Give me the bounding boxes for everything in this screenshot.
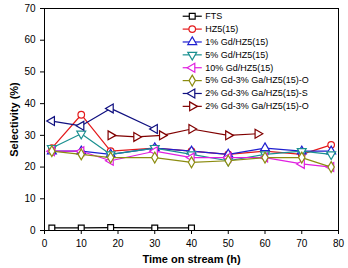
svg-text:50: 50 — [24, 66, 36, 77]
svg-text:30: 30 — [149, 238, 161, 249]
svg-text:70: 70 — [24, 3, 36, 14]
svg-text:0: 0 — [42, 238, 48, 249]
svg-text:60: 60 — [259, 238, 271, 249]
svg-text:FTS: FTS — [205, 11, 222, 21]
svg-text:5% Gd-3% Ga/HZ5(15)-O: 5% Gd-3% Ga/HZ5(15)-O — [205, 75, 309, 85]
svg-text:Time on stream (h): Time on stream (h) — [142, 253, 241, 265]
svg-text:40: 40 — [24, 98, 36, 109]
svg-text:20: 20 — [112, 238, 124, 249]
svg-text:70: 70 — [296, 238, 308, 249]
svg-text:60: 60 — [24, 34, 36, 45]
svg-text:Selectivity (%): Selectivity (%) — [8, 82, 20, 157]
svg-text:0: 0 — [30, 225, 36, 236]
svg-text:80: 80 — [333, 238, 345, 249]
svg-text:50: 50 — [223, 238, 235, 249]
svg-text:40: 40 — [186, 238, 198, 249]
svg-text:10% Gd/HZ5(15): 10% Gd/HZ5(15) — [205, 63, 273, 73]
svg-text:2% Gd-3% Ga/HZ5(15)-O: 2% Gd-3% Ga/HZ5(15)-O — [205, 101, 309, 111]
svg-text:10: 10 — [76, 238, 88, 249]
svg-text:30: 30 — [24, 130, 36, 141]
svg-text:5% Gd/HZ5(15): 5% Gd/HZ5(15) — [205, 50, 268, 60]
svg-text:10: 10 — [24, 193, 36, 204]
svg-text:20: 20 — [24, 161, 36, 172]
svg-text:1% Gd/HZ5(15): 1% Gd/HZ5(15) — [205, 37, 268, 47]
svg-text:2% Gd-3% Ga/HZ5(15)-S: 2% Gd-3% Ga/HZ5(15)-S — [205, 88, 308, 98]
svg-text:HZ5(15): HZ5(15) — [205, 24, 238, 34]
